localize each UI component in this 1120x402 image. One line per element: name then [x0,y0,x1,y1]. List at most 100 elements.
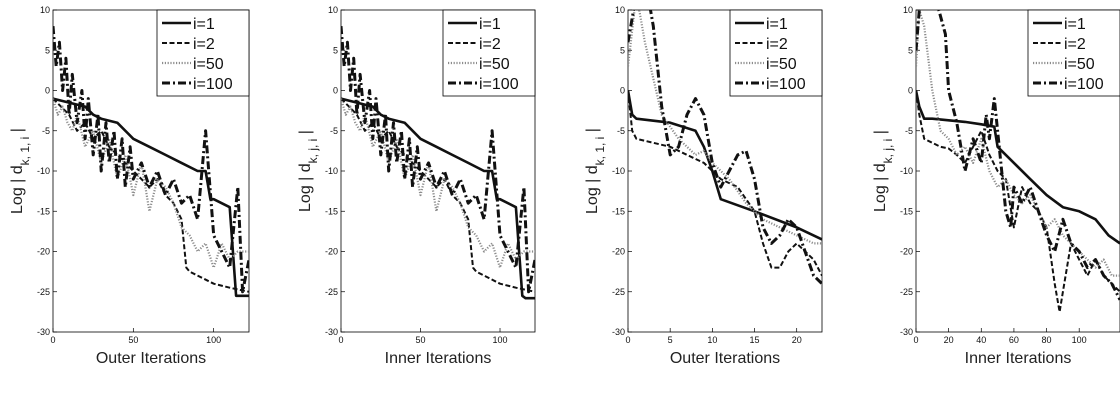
y-tick-label: 10 [615,5,625,15]
legend-entry: i=100 [766,76,806,93]
y-tick-label: -5 [905,126,913,136]
series-line-i50 [916,10,1120,277]
series-line-i2 [628,90,822,277]
legend-entry: i=50 [766,56,797,73]
x-tick-label: 20 [944,335,954,345]
series-line-i2 [916,90,1120,313]
legend-box [156,9,250,97]
legend-entry: i=2 [766,36,788,53]
y-tick-label: -10 [325,166,338,176]
y-axis-title: Log | dk, j, i | [872,130,895,212]
y-tick-label: 0 [908,86,913,96]
legend-entry: i=50 [193,56,224,73]
y-tick-label: -25 [612,287,625,297]
series-line-i100 [916,10,1120,301]
y-tick-label: 0 [620,86,625,96]
y-tick-label: 10 [328,5,338,15]
y-tick-label: -20 [37,247,50,257]
y-tick-label: 10 [903,5,913,15]
x-axis-title: Outer Iterations [96,350,206,367]
y-tick-label: -30 [900,327,913,337]
series-line-i2 [53,97,249,293]
legend-box [729,9,823,97]
x-tick-label: 0 [625,335,630,345]
y-tick-label: 5 [908,45,913,55]
series-group [628,10,822,285]
x-axis-title: Inner Iterations [965,350,1072,367]
x-tick-label: 100 [493,335,508,345]
y-tick-label: -10 [900,166,913,176]
y-tick-label: -20 [900,247,913,257]
legend-entry: i=1 [479,16,501,33]
y-tick-label: -5 [330,126,338,136]
legend-entry: i=100 [193,76,233,93]
legend: i=1 i=2 i=50 i=100 [442,9,536,97]
legend-entry: i=100 [1064,76,1104,93]
x-tick-label: 60 [1009,335,1019,345]
legend-entry: i=1 [1064,16,1086,33]
series-line-i1 [628,90,822,241]
y-tick-label: 0 [333,86,338,96]
series-line-i100 [628,10,822,285]
x-tick-label: 20 [792,335,802,345]
x-tick-label: 100 [1072,335,1087,345]
y-tick-label: -30 [37,327,50,337]
legend-entry: i=100 [479,76,519,93]
series-group [53,25,249,298]
series-group [341,25,535,300]
y-tick-label: 5 [45,45,50,55]
series-line-i2 [341,97,535,293]
x-axis-title: Inner Iterations [385,350,492,367]
y-tick-label: -20 [612,247,625,257]
y-tick-label: -5 [42,126,50,136]
x-tick-label: 0 [338,335,343,345]
y-tick-label: -10 [37,166,50,176]
y-tick-label: 5 [620,45,625,55]
x-tick-label: 80 [1042,335,1052,345]
y-tick-label: -10 [612,166,625,176]
x-tick-label: 10 [707,335,717,345]
legend-entry: i=2 [193,36,215,53]
series-line-i100 [53,25,249,294]
legend-entry: i=50 [479,56,510,73]
legend-box [442,9,536,97]
legend-entry: i=1 [766,16,788,33]
y-tick-label: 10 [40,5,50,15]
y-tick-label: -15 [325,206,338,216]
legend-entry: i=2 [479,36,501,53]
x-axis-title: Outer Iterations [670,350,780,367]
series-line-i1 [916,90,1120,245]
legend: i=1 i=2 i=50 i=100 [156,9,250,97]
y-tick-label: -5 [617,126,625,136]
legend: i=1 i=2 i=50 i=100 [1027,9,1120,97]
series-line-i1 [53,97,249,298]
legend-entry: i=2 [1064,36,1086,53]
y-axis-title: Log | dk, 1, i | [584,128,607,214]
legend-entry: i=50 [1064,56,1095,73]
legend-entry: i=1 [193,16,215,33]
y-tick-label: -25 [900,287,913,297]
y-tick-label: -20 [325,247,338,257]
y-tick-label: -15 [900,206,913,216]
legend: i=1 i=2 i=50 i=100 [729,9,823,97]
y-tick-label: -30 [612,327,625,337]
y-tick-label: -15 [612,206,625,216]
series-line-i100 [341,25,535,294]
x-tick-label: 40 [976,335,986,345]
x-tick-label: 100 [206,335,221,345]
y-tick-label: 0 [45,86,50,96]
y-tick-label: -30 [325,327,338,337]
series-line-i1 [341,97,535,300]
y-tick-label: -25 [37,287,50,297]
x-tick-label: 0 [50,335,55,345]
x-tick-label: 0 [913,335,918,345]
y-tick-label: -15 [37,206,50,216]
x-tick-label: 50 [416,335,426,345]
y-tick-label: -25 [325,287,338,297]
x-tick-label: 5 [668,335,673,345]
